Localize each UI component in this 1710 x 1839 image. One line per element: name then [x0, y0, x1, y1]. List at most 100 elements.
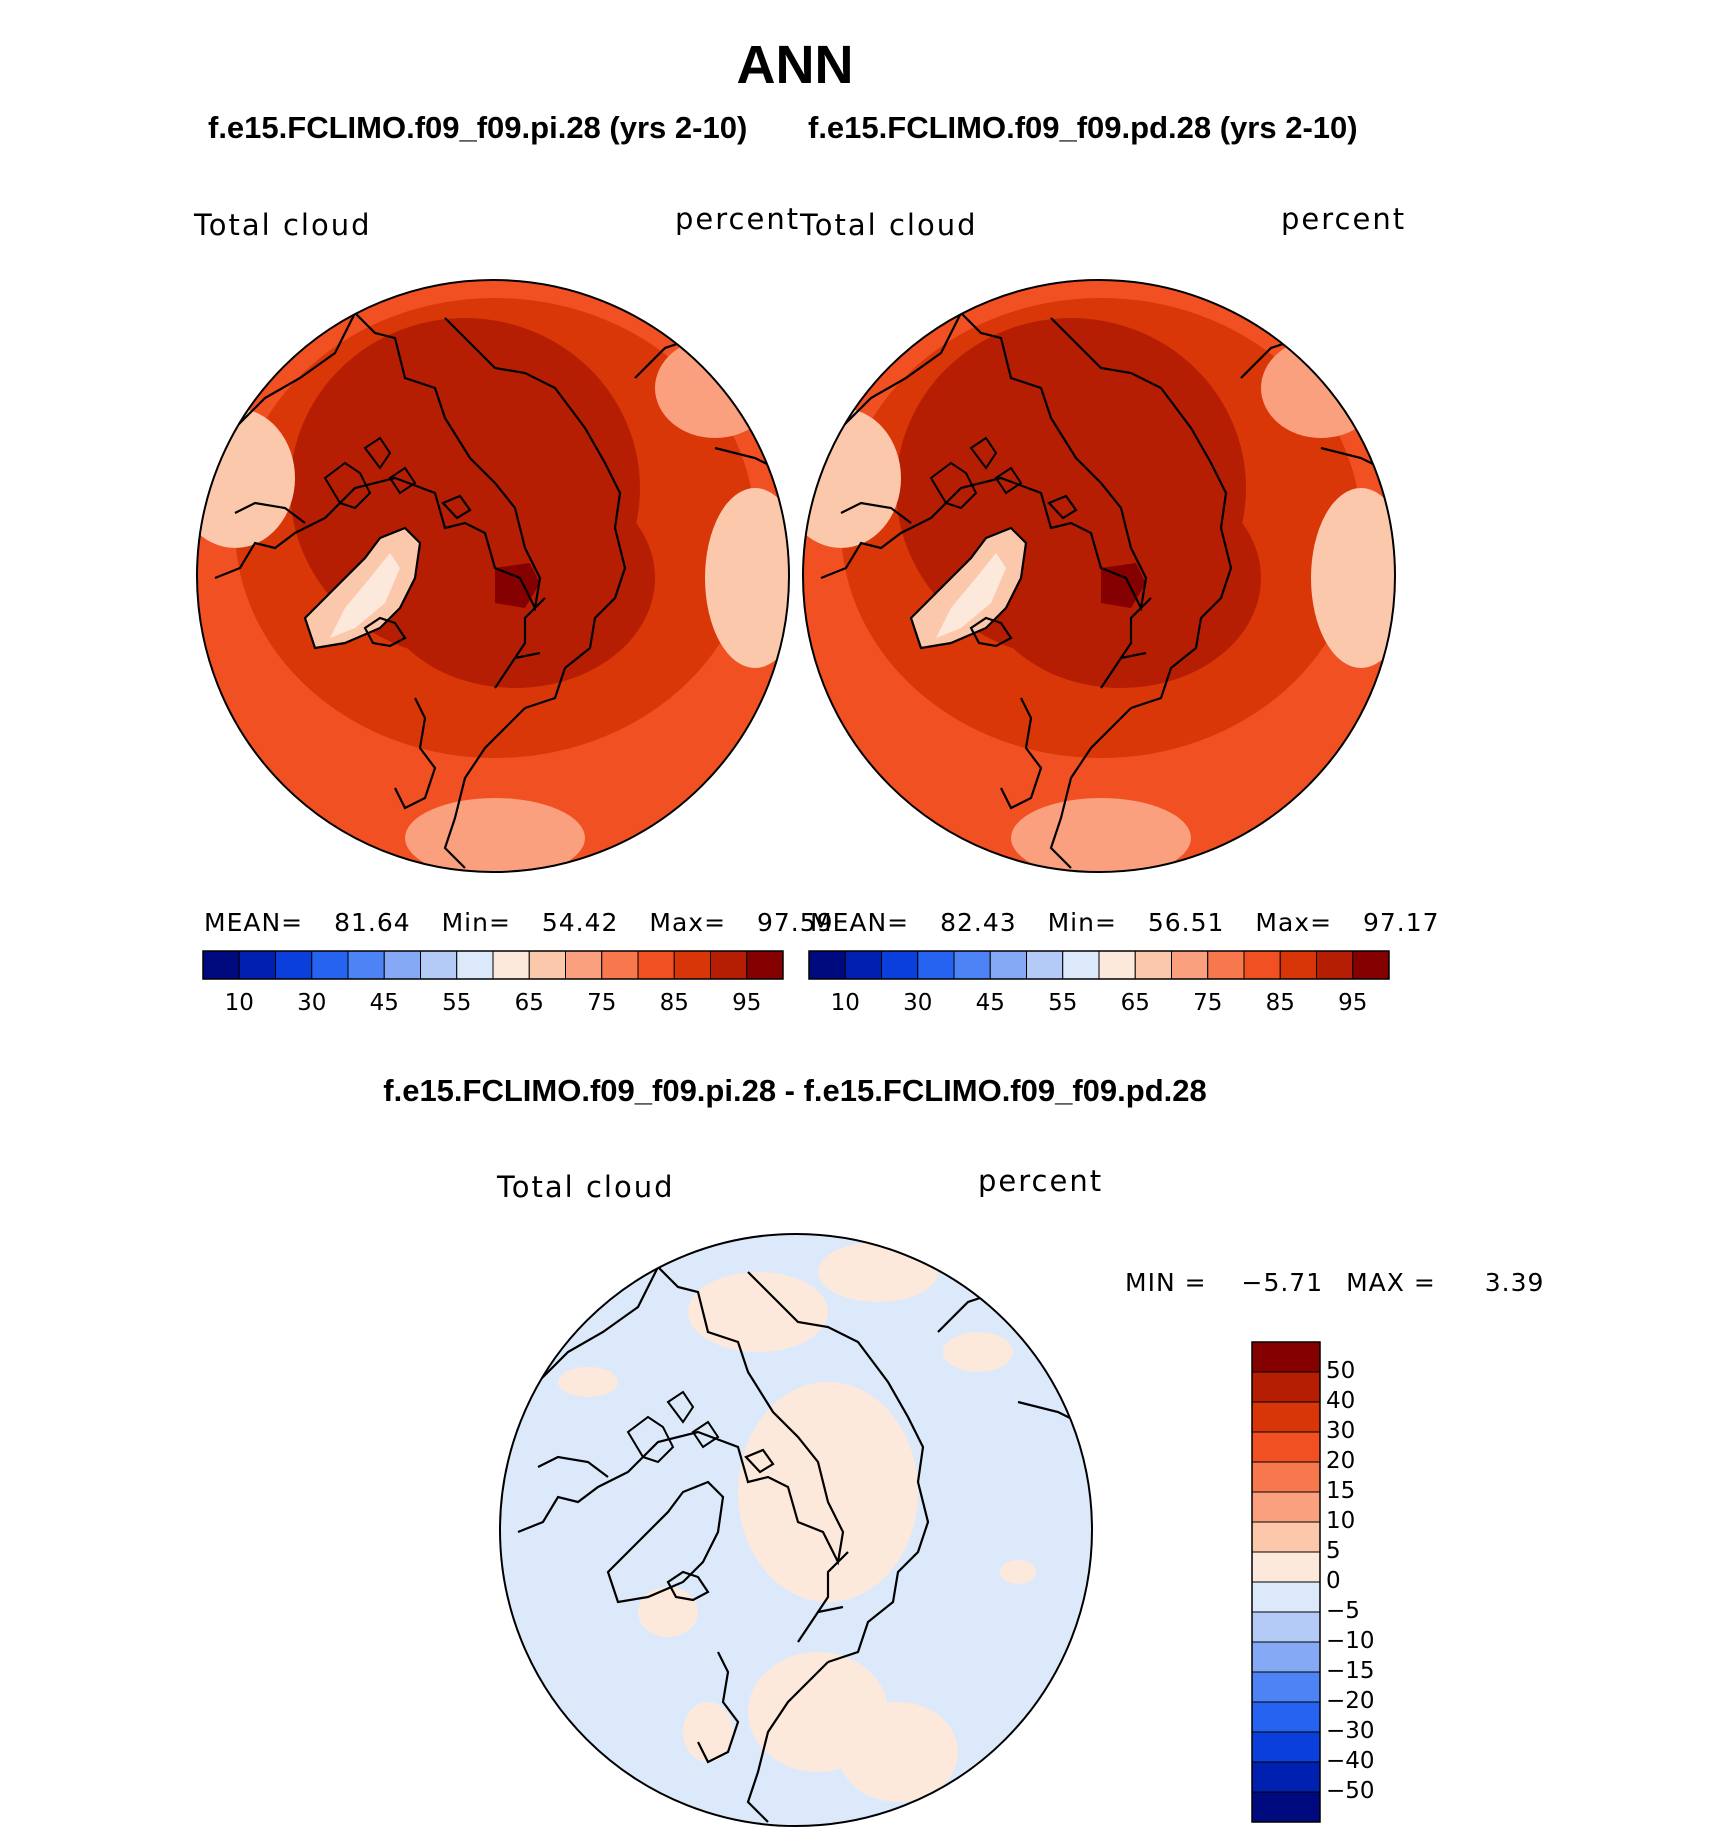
- colorbar-tick-label: −30: [1326, 1718, 1375, 1744]
- colorbar-swatch: [637, 950, 675, 980]
- mean-value: 81.64: [334, 908, 411, 937]
- colorbar-swatch: [1251, 1371, 1321, 1403]
- figure-title: ANN: [736, 35, 854, 95]
- case-title-left: f.e15.FCLIMO.f09_f09.pi.28 (yrs 2-10): [208, 110, 748, 145]
- colorbar-swatch: [202, 950, 240, 980]
- colorbar-tick-label: 95: [1338, 990, 1368, 1016]
- colorbar-tick-label: 30: [903, 990, 933, 1016]
- variable-label-left: Total cloud: [194, 208, 372, 242]
- colorbar-swatch: [528, 950, 566, 980]
- colorbar-swatch: [238, 950, 276, 980]
- colorbar-tick-label: −5: [1326, 1598, 1360, 1624]
- max-label: Max=: [649, 908, 727, 937]
- max-value: 97.59: [757, 908, 834, 937]
- colorbar-tick-label: 75: [1193, 990, 1223, 1016]
- mean-label: MEAN=: [204, 908, 304, 937]
- colorbar-swatch: [1251, 1551, 1321, 1583]
- colorbar-tick-label: 85: [1265, 990, 1295, 1016]
- colorbar-swatch: [1251, 1461, 1321, 1493]
- colorbar-swatch: [1251, 1341, 1321, 1373]
- colorbar-tick-label: 55: [442, 990, 472, 1016]
- colorbar-left-ticks: 10 30 45 55 65 75 85 95: [203, 990, 783, 1020]
- colorbar-swatch: [881, 950, 919, 980]
- colorbar-tick-label: −50: [1326, 1778, 1375, 1804]
- colorbar-swatch: [953, 950, 991, 980]
- colorbar-swatch: [917, 950, 955, 980]
- colorbar-tick-label: −15: [1326, 1658, 1375, 1684]
- units-label-right: percent: [1281, 202, 1407, 236]
- colorbar-swatch: [1251, 1641, 1321, 1673]
- colorbar-tick-label: −10: [1326, 1628, 1375, 1654]
- colorbar-tick-label: 10: [830, 990, 860, 1016]
- colorbar-swatch: [1171, 950, 1209, 980]
- min-value: −5.71: [1241, 1268, 1324, 1297]
- colorbar-left: [202, 950, 784, 980]
- colorbar-swatch: [1251, 1491, 1321, 1523]
- map-fill: [197, 280, 789, 872]
- max-value: 3.39: [1484, 1268, 1545, 1297]
- colorbar-swatch: [989, 950, 1027, 980]
- units-label-left: percent: [675, 202, 801, 236]
- map-fill: [803, 280, 1395, 872]
- diff-minmax: MIN = −5.71 MAX = 3.39: [1125, 1268, 1544, 1297]
- polar-map-left: [196, 279, 790, 873]
- colorbar-swatch: [601, 950, 639, 980]
- colorbar-swatch: [1251, 1731, 1321, 1763]
- colorbar-right: [808, 950, 1390, 980]
- polar-map-right: [802, 279, 1396, 873]
- colorbar-swatch: [1316, 950, 1354, 980]
- colorbar-swatch: [1279, 950, 1317, 980]
- colorbar-swatch: [1134, 950, 1172, 980]
- colorbar-tick-label: 40: [1326, 1388, 1356, 1414]
- min-label: MIN =: [1125, 1268, 1207, 1297]
- colorbar-tick-label: −40: [1326, 1748, 1375, 1774]
- colorbar-swatch: [275, 950, 313, 980]
- colorbar-difference-ticks: 50 40 30 20 15 10 5 0 −5 −10 −15 −20 −30 −40 −50: [1326, 1342, 1406, 1822]
- mean-label: MEAN=: [810, 908, 910, 937]
- colorbar-tick-label: 0: [1326, 1568, 1341, 1594]
- colorbar-swatch: [710, 950, 748, 980]
- colorbar-swatch: [383, 950, 421, 980]
- colorbar-swatch: [1251, 1581, 1321, 1613]
- colorbar-tick-label: 10: [224, 990, 254, 1016]
- colorbar-tick-label: 75: [587, 990, 617, 1016]
- max-label: Max=: [1255, 908, 1333, 937]
- min-value: 56.51: [1147, 908, 1225, 937]
- colorbar-swatch: [1251, 1431, 1321, 1463]
- colorbar-swatch: [746, 950, 784, 980]
- colorbar-swatch: [1251, 1401, 1321, 1433]
- colorbar-swatch: [565, 950, 603, 980]
- colorbar-tick-label: 15: [1326, 1478, 1356, 1504]
- colorbar-right-ticks: 10 30 45 55 65 75 85 95: [809, 990, 1389, 1020]
- colorbar-tick-label: 95: [732, 990, 762, 1016]
- units-label-diff: percent: [978, 1164, 1104, 1198]
- colorbar-swatch: [673, 950, 711, 980]
- max-label: MAX =: [1346, 1268, 1436, 1297]
- colorbar-tick-label: 50: [1326, 1358, 1356, 1384]
- colorbar-swatch: [1243, 950, 1281, 980]
- colorbar-swatch: [1251, 1521, 1321, 1553]
- min-label: Min=: [441, 908, 511, 937]
- colorbar-swatch: [1251, 1701, 1321, 1733]
- colorbar-tick-label: 20: [1326, 1448, 1356, 1474]
- colorbar-tick-label: 65: [514, 990, 544, 1016]
- colorbar-swatch: [808, 950, 846, 980]
- colorbar-tick-label: 30: [297, 990, 327, 1016]
- colorbar-swatch: [1251, 1791, 1321, 1823]
- colorbar-swatch: [347, 950, 385, 980]
- mean-value: 82.43: [940, 908, 1017, 937]
- colorbar-tick-label: 45: [369, 990, 399, 1016]
- colorbar-tick-label: 65: [1120, 990, 1150, 1016]
- colorbar-tick-label: 30: [1326, 1418, 1356, 1444]
- map-fill: [500, 1234, 1092, 1826]
- colorbar-swatch: [1251, 1761, 1321, 1793]
- colorbar-swatch: [844, 950, 882, 980]
- colorbar-tick-label: 55: [1048, 990, 1078, 1016]
- colorbar-swatch: [1207, 950, 1245, 980]
- colorbar-swatch: [420, 950, 458, 980]
- max-value: 97.17: [1363, 908, 1440, 937]
- min-label: Min=: [1047, 908, 1117, 937]
- polar-map-difference: [499, 1233, 1093, 1827]
- colorbar-swatch: [1352, 950, 1390, 980]
- case-title-right: f.e15.FCLIMO.f09_f09.pd.28 (yrs 2-10): [808, 110, 1358, 145]
